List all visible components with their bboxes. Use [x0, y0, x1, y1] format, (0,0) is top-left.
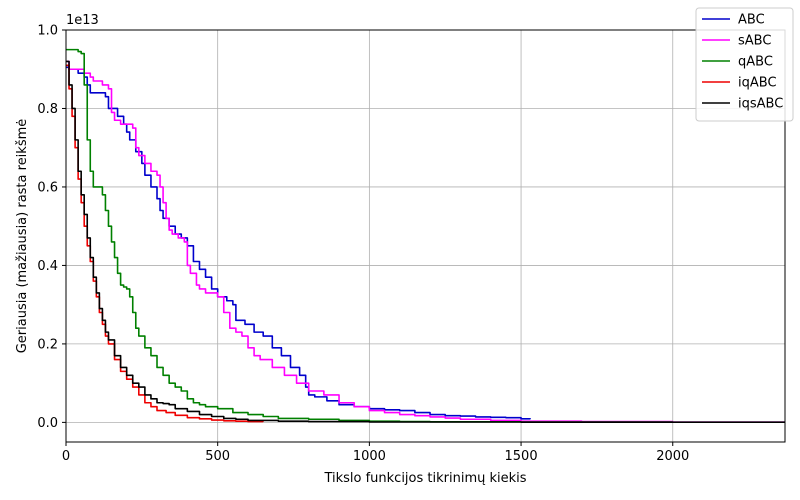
- x-tick-label: 1500: [505, 449, 538, 464]
- series-line-iqsabc: [66, 60, 785, 424]
- x-tick-label: 1000: [353, 449, 386, 464]
- axes-frame: [65, 29, 786, 443]
- legend-label-qabc: qABC: [738, 55, 773, 70]
- x-tick-label: 2000: [656, 449, 689, 464]
- y-tick-label: 0.2: [37, 337, 58, 352]
- y-tick-label: 0.4: [37, 259, 58, 274]
- y-axis-label: Geriausia (mažiausia) rasta reikšmė: [15, 119, 30, 354]
- series-layer: [66, 48, 785, 424]
- legend-label-iqabc: iqABC: [738, 76, 777, 91]
- legend-label-sabc: sABC: [738, 34, 771, 49]
- series-line-qabc: [66, 48, 785, 423]
- y-tick-label: 0.6: [37, 180, 58, 195]
- legend-label-abc: ABC: [738, 13, 765, 28]
- legend-label-iqsabc: iqsABC: [738, 97, 783, 112]
- x-tick-label: 500: [205, 449, 230, 464]
- x-tick-label: 0: [62, 449, 70, 464]
- series-line-sabc: [66, 60, 785, 423]
- legend-box: [695, 7, 794, 122]
- axis-offset-text: 1e13: [66, 13, 99, 28]
- legend: ABC sABC qABC iqABC iqsABC: [695, 7, 794, 122]
- y-tick-label: 0.0: [37, 416, 58, 431]
- x-axis-ticks: 0 500 1000 1500 2000: [62, 442, 689, 464]
- y-tick-label: 0.8: [37, 102, 58, 117]
- x-axis-label: Tikslo funkcijos tikrinimų kiekis: [323, 471, 526, 486]
- y-tick-label: 1.0: [37, 24, 58, 39]
- y-axis-ticks: 0.0 0.2 0.4 0.6 0.8 1.0: [37, 24, 66, 431]
